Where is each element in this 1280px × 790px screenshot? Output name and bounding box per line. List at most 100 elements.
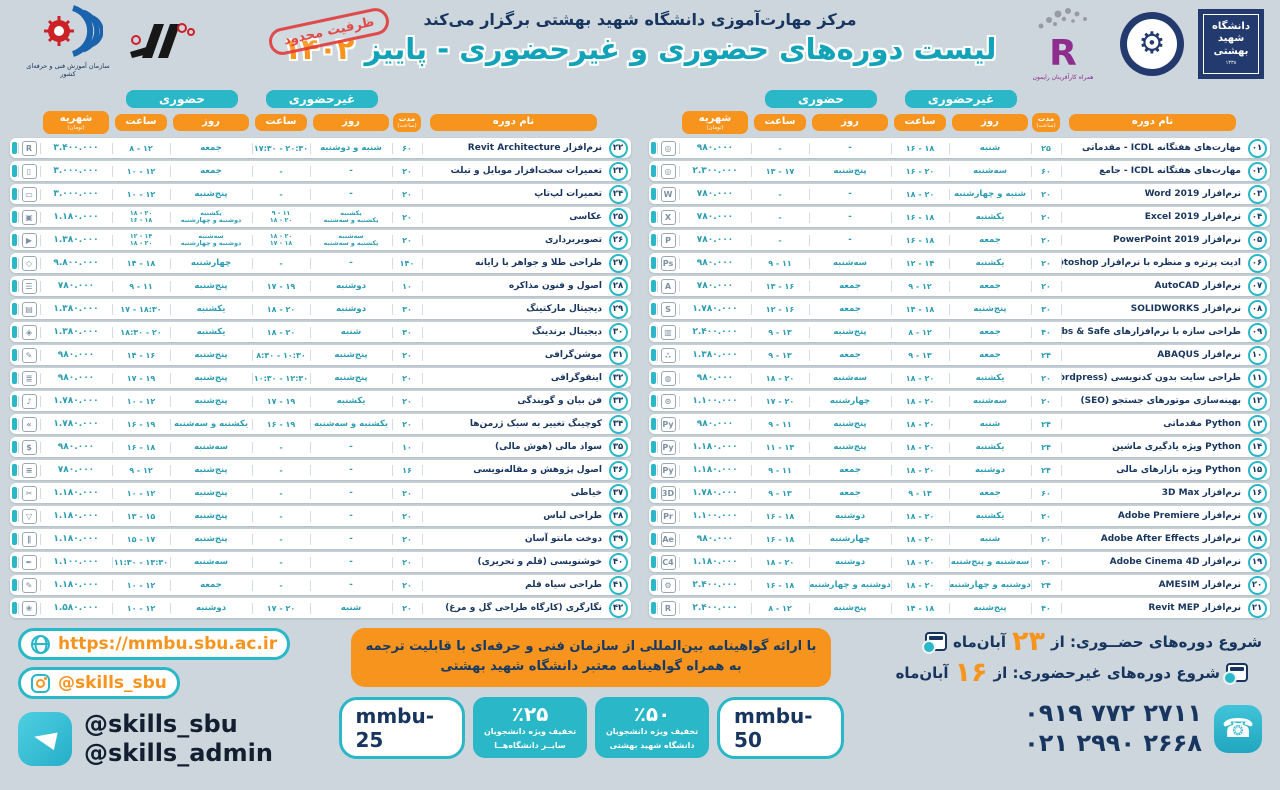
row-accent-bar bbox=[11, 579, 17, 592]
online-day: دوشنبه bbox=[949, 460, 1031, 480]
autocad-icon: A bbox=[660, 278, 676, 294]
inperson-time: ۱۶ - ۱۸ bbox=[112, 437, 170, 457]
row-accent-bar bbox=[11, 280, 17, 293]
online-day: - bbox=[310, 552, 392, 572]
online-day: - bbox=[310, 529, 392, 549]
inperson-time: ۱۰ - ۱۲ bbox=[112, 161, 170, 181]
row-accent-bar bbox=[650, 349, 656, 362]
inperson-day: جمعه bbox=[809, 483, 891, 503]
row-accent-bar bbox=[650, 441, 656, 454]
inperson-day: سه‌شنبه دوشنبه و چهارشنبه bbox=[170, 230, 252, 250]
duration-hours: ۲۴ bbox=[1031, 437, 1061, 457]
online-day: - bbox=[310, 184, 392, 204]
certificate-line-1: با ارائه گواهینامه بین‌المللی از سازمان … bbox=[365, 639, 817, 655]
footer: شروع دوره‌های حضــوری: از ۲۳ آبان‌ماه شر… bbox=[0, 618, 1280, 768]
instagram-link[interactable]: @skills_sbu bbox=[18, 667, 180, 700]
start-online-month: آبان‌ماه bbox=[895, 663, 949, 682]
start-online-text: شروع دوره‌های غیرحضوری: از bbox=[993, 663, 1220, 682]
tuition: ۳.۰۰۰.۰۰۰ bbox=[40, 161, 112, 181]
inperson-time: ۱۷ - ۲۰ bbox=[751, 391, 809, 411]
inperson-day: جمعه bbox=[170, 161, 252, 181]
telegram-handle-2[interactable]: @skills_admin bbox=[84, 739, 273, 768]
presenter-line: مرکز مهارت‌آموزی دانشگاه شهید بهشتی برگز… bbox=[423, 10, 857, 29]
duration-hours: ۲۰ bbox=[392, 529, 422, 549]
row-accent-bar bbox=[11, 441, 17, 454]
course-row: ۲۴ تعمیرات لپ‌تاپ ۲۰- - پنج‌شنبه ۱۰ - ۱۲ ۳.۰۰۰… bbox=[10, 184, 631, 205]
etabs-icon: ▥ bbox=[660, 324, 676, 340]
online-time: ۱۸ - ۲۰ bbox=[252, 322, 310, 342]
inperson-day: جمعه bbox=[809, 276, 891, 296]
course-row: ۲۵ عکاسی ۲۰ یکشنبه یکشنبه و سه‌شنبه ۹ - ۱۱ ۱۸ … bbox=[10, 207, 631, 228]
course-row: ۲۶ تصویربرداری ۲۰ سه‌شنبه یکشنبه و سه‌شنبه ۱۸… bbox=[10, 230, 631, 251]
python-icon: Py bbox=[660, 416, 676, 432]
tuition: ۱.۱۰۰.۰۰۰ bbox=[40, 552, 112, 572]
online-time: ۱۸ - ۲۰ ۱۷ - ۱۸ bbox=[252, 230, 310, 250]
row-accent-bar bbox=[11, 372, 17, 385]
discounts-row: mmbu-50 ٪۵۰ تخفیف ویژه دانشجویان دانشگاه… bbox=[338, 696, 844, 759]
inperson-time: - bbox=[751, 184, 809, 204]
online-time: ۱۷ - ۱۹ bbox=[252, 276, 310, 296]
course-row: ۲۳ تعمیرات سخت‌افزار موبایل و تبلت ۲۰- - جمع… bbox=[10, 161, 631, 182]
inperson-time: - bbox=[751, 138, 809, 158]
online-time: ۱۸ - ۲۰ bbox=[891, 414, 949, 434]
tuition: ۱.۱۰۰.۰۰۰ bbox=[679, 391, 751, 411]
discount-code-50[interactable]: mmbu-50 bbox=[717, 696, 844, 759]
inperson-time: ۱۸ - ۲۰ ۱۶ - ۱۸ bbox=[112, 207, 170, 227]
online-time: - bbox=[252, 437, 310, 457]
inperson-day: یکشنبه bbox=[170, 299, 252, 319]
inperson-day: پنج‌شنبه bbox=[809, 322, 891, 342]
course-name: Python مقدماتی bbox=[1061, 414, 1244, 434]
online-time: ۱۲ - ۱۴ bbox=[891, 253, 949, 273]
revit-icon: R bbox=[21, 140, 37, 156]
inperson-day: سه‌شنبه bbox=[809, 253, 891, 273]
course-name: دوخت مانتو آسان bbox=[422, 529, 605, 549]
video-icon: ▶ bbox=[21, 232, 37, 248]
course-name: نرم‌افزار PowerPoint 2019 bbox=[1061, 230, 1244, 250]
tuition: ۱.۱۸۰.۰۰۰ bbox=[40, 207, 112, 227]
online-time: ۱۸ - ۲۰ bbox=[891, 552, 949, 572]
course-row: ۳۲ اینفوگرافی ۲۰ پنج‌شنبه ۱۰:۳۰ - ۱۲:۳۰ پنج‌ش… bbox=[10, 368, 631, 389]
course-row: ۳۳ فن بیان و گویندگی ۲۰ یکشنبه ۱۷ - ۱۹ پنج‌شن… bbox=[10, 391, 631, 412]
inperson-time: ۱۲ - ۱۶ bbox=[751, 299, 809, 319]
row-accent-bar bbox=[650, 372, 656, 385]
online-day: یکشنبه و سه‌شنبه bbox=[310, 414, 392, 434]
col-header-online-time: ساعت bbox=[255, 114, 307, 131]
telegram-handle-1[interactable]: @skills_sbu bbox=[84, 710, 238, 739]
course-table-right: غیرحضوری حضوری نام دوره مدت (ساعت) روز سا… bbox=[649, 90, 1270, 619]
course-row: ۰۸ نرم‌افزار SOLIDWORKS ۳۰ پنج‌شنبه ۱۴ - ۱۸ ج… bbox=[649, 299, 1270, 320]
discount-code-25[interactable]: mmbu-25 bbox=[338, 696, 466, 759]
phone-number-landline[interactable]: ۰۲۱ ۲۹۹۰ ۲۶۶۸ bbox=[1024, 728, 1202, 757]
course-name: اینفوگرافی bbox=[422, 368, 605, 388]
course-row: ۱۹ نرم‌افزار Adobe Cinema 4D ۲۰ سه‌شنبه و پ… bbox=[649, 552, 1270, 573]
tuition: ۱.۷۸۰.۰۰۰ bbox=[40, 391, 112, 411]
tuition: ۱.۳۸۰.۰۰۰ bbox=[40, 299, 112, 319]
row-number-badge: ۰۴ bbox=[1247, 207, 1267, 227]
tuition: ۹۸۰.۰۰۰ bbox=[40, 368, 112, 388]
wordpress-icon: ◍ bbox=[660, 370, 676, 386]
inperson-day: سه‌شنبه bbox=[170, 437, 252, 457]
course-row: ۱۶ نرم‌افزار 3D Max ۶۰ جمعه ۹ - ۱۳ جمعه ۹ - ۱۳… bbox=[649, 483, 1270, 504]
row-accent-bar bbox=[650, 188, 656, 201]
inperson-day: - bbox=[809, 184, 891, 204]
row-number-badge: ۱۴ bbox=[1247, 437, 1267, 457]
row-accent-bar bbox=[11, 257, 17, 270]
header: سازمان آموزش فنی و حرفه‌ای کشور مرکز مها… bbox=[0, 0, 1280, 88]
duration-hours: ۲۰ bbox=[1031, 253, 1061, 273]
online-day: دوشنبه و چهارشنبه bbox=[949, 575, 1031, 595]
row-number-badge: ۰۵ bbox=[1247, 230, 1267, 250]
course-row: ۳۸ طراحی لباس ۲۰- - پنج‌شنبه ۱۳ - ۱۵ ۱.۱۸۰.۰۰۰… bbox=[10, 506, 631, 527]
inperson-time: ۱۶ - ۱۸ bbox=[751, 506, 809, 526]
col-header-fee: شهریه (تومان) bbox=[682, 111, 748, 135]
online-time: ۱۴ - ۱۸ bbox=[891, 299, 949, 319]
website-link[interactable]: https://mmbu.sbu.ac.ir bbox=[18, 628, 291, 661]
tuition: ۹۸۰.۰۰۰ bbox=[40, 437, 112, 457]
duration-hours: ۲۰ bbox=[392, 575, 422, 595]
online-day: - bbox=[310, 161, 392, 181]
course-row: ۲۹ دیجیتال مارکتینگ ۳۰ دوشنبه ۱۸ - ۲۰ یکشنبه ۱… bbox=[10, 299, 631, 320]
online-day: شنبه bbox=[310, 322, 392, 342]
inperson-day: دوشنبه bbox=[170, 598, 252, 618]
duration-hours: ۲۴ bbox=[1031, 414, 1061, 434]
phone-number-mobile[interactable]: ۰۹۱۹ ۷۷۲ ۲۷۱۱ bbox=[1024, 699, 1202, 728]
online-day: پنج‌شنبه bbox=[310, 345, 392, 365]
